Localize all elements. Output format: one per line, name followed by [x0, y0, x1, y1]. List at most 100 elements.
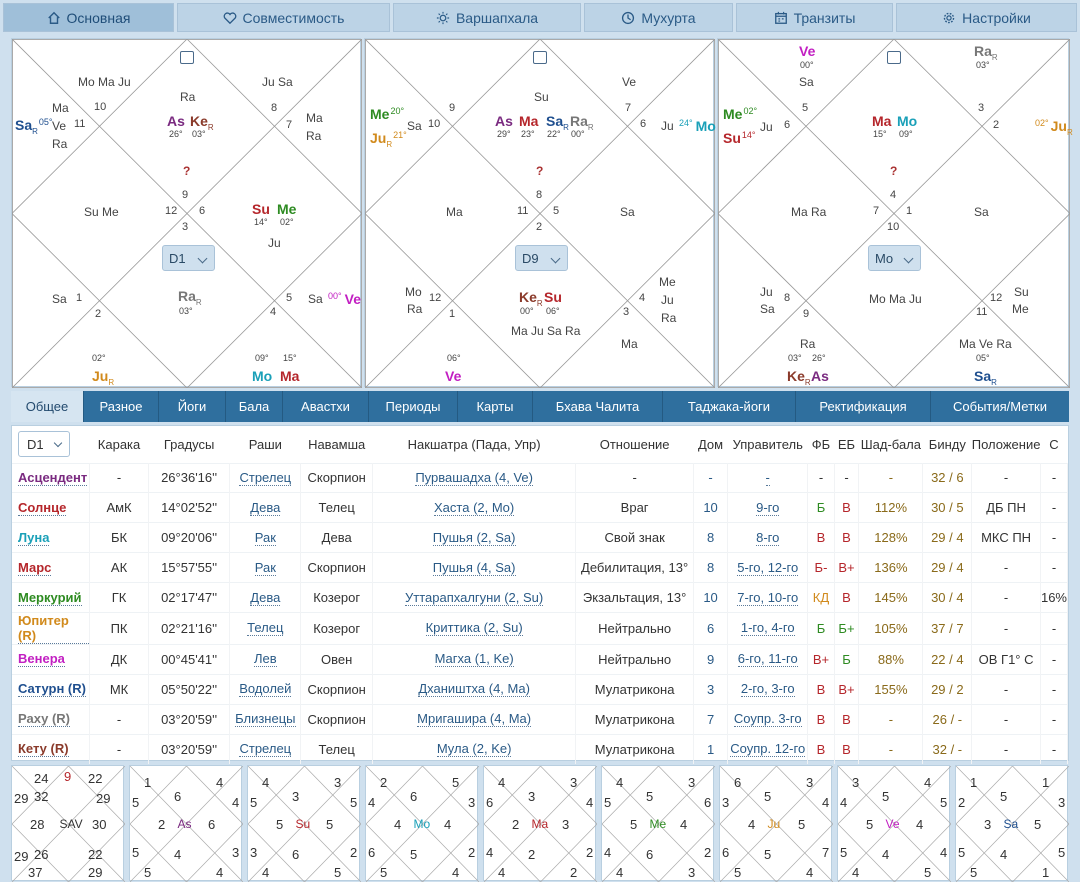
col-lord: Управитель	[732, 436, 803, 452]
table-cell: 6-го, 11-го	[727, 643, 809, 675]
cell-value[interactable]: Телец	[247, 620, 284, 637]
house-number: 4	[639, 292, 646, 304]
bindu-value: 5	[866, 817, 874, 832]
planet-degree: 14°	[741, 130, 756, 140]
cell-value: 112%	[874, 500, 908, 516]
bindu-value: 3	[984, 817, 992, 832]
cell-value[interactable]: 6-го, 11-го	[737, 651, 798, 668]
chart-checkbox[interactable]	[180, 51, 194, 64]
planet-as: As	[495, 114, 513, 128]
tab-misc[interactable]: Разное	[84, 391, 159, 422]
cell-value[interactable]: Уттарапхалгуни (2, Su)	[405, 589, 544, 606]
chart-d9: 9 10 7 6 11 5 8 2 12 1 4 3 Su Sa Ve Ju M…	[364, 38, 716, 388]
table-cell: В	[807, 703, 835, 735]
planet-name[interactable]: Марс	[18, 559, 52, 576]
tab-compatibility[interactable]: Совместимость	[177, 3, 390, 32]
tab-main[interactable]: Основная	[3, 3, 174, 32]
cell-value[interactable]: 1-го, 4-го	[740, 620, 795, 637]
tab-yogas[interactable]: Йоги	[159, 391, 226, 422]
house-number: 10	[887, 221, 900, 233]
house-number: 2	[95, 308, 102, 320]
bindu-value: 29	[14, 791, 29, 806]
cell-value: 15°57'55''	[161, 560, 218, 576]
tab-bhava-chalita[interactable]: Бхава Чалита	[533, 391, 663, 422]
house-number: 11	[517, 205, 529, 217]
bindu-value: 4	[368, 795, 376, 810]
cell-value[interactable]: Дхаништха (4, Ma)	[418, 681, 530, 698]
cell-value[interactable]: Пушья (2, Sa)	[432, 529, 516, 546]
bindu-value: 5	[764, 847, 772, 862]
tab-rectification[interactable]: Ректификация	[796, 391, 931, 422]
planet-name[interactable]: Венера	[18, 651, 65, 668]
cell-value[interactable]: Стрелец	[239, 469, 292, 486]
cell-value: -	[1051, 470, 1057, 486]
cell-value: 22 / 4	[931, 651, 964, 667]
planet-name[interactable]: Раху (R)	[18, 711, 71, 728]
cell-value[interactable]: Криттика (2, Su)	[425, 620, 523, 637]
cell-value[interactable]: Рак	[254, 559, 276, 576]
cell-value[interactable]: Соупр. 3-го	[733, 711, 802, 728]
cell-value[interactable]: Дева	[250, 589, 281, 606]
cell-value[interactable]: Соупр. 12-го	[730, 741, 806, 758]
planet-name[interactable]: Солнце	[18, 499, 67, 516]
tab-transits[interactable]: Транзиты	[736, 3, 893, 32]
cell-value[interactable]: 2-го, 3-го	[740, 681, 795, 698]
planet-name[interactable]: Сатурн (R)	[18, 681, 86, 698]
table-cell: 9-го	[727, 492, 809, 523]
planet-name: Ma	[519, 113, 539, 129]
chart-type-select[interactable]: Mo	[868, 245, 921, 271]
tab-tajaka-yogas[interactable]: Таджака-йоги	[663, 391, 796, 422]
cell-value[interactable]: Рак	[254, 529, 276, 546]
tab-muhurta[interactable]: Мухурта	[584, 3, 733, 32]
table-cell: 02°21'16''	[148, 611, 231, 645]
planet-degree: 26°	[812, 353, 826, 363]
planet-name[interactable]: Асцендент	[18, 469, 88, 486]
cell-value[interactable]: Мригашира (4, Ma)	[417, 711, 532, 728]
planet-ma: Ma	[280, 369, 299, 383]
cell-value[interactable]: 5-го, 12-го	[737, 559, 799, 576]
tab-bala[interactable]: Бала	[226, 391, 283, 422]
table-cell: Пушья (2, Sa)	[372, 522, 577, 553]
tab-periods[interactable]: Периоды	[369, 391, 458, 422]
chart-checkbox[interactable]	[533, 51, 547, 64]
cell-value[interactable]: Хаста (2, Mo)	[434, 499, 515, 516]
cell-value[interactable]: Пушья (4, Sa)	[432, 559, 516, 576]
tab-charts[interactable]: Карты	[458, 391, 533, 422]
cell-value: 00°45'41''	[161, 651, 218, 667]
cell-value: -	[1003, 470, 1009, 486]
tab-settings[interactable]: Настройки	[896, 3, 1077, 32]
bindu-value: 2	[704, 845, 712, 860]
bindu-value: 5	[350, 795, 358, 810]
cell-value[interactable]: Пурвашадха (4, Ve)	[415, 469, 533, 486]
cell-value[interactable]: -	[765, 469, 770, 486]
table-cell: АК	[89, 552, 149, 583]
bindu-value: 4	[748, 817, 756, 832]
ashtakavarga-charts: SAV 24 9 22 29 32 29 28 30 29 26 22 37 29 As 1 4 5 6 4 2 6 5 4 3…	[11, 765, 1069, 882]
cell-value[interactable]: Дева	[250, 499, 281, 516]
chart-type-select[interactable]: D9	[515, 245, 568, 271]
house-number: 2	[993, 119, 1000, 131]
cell-value[interactable]: Водолей	[239, 681, 292, 698]
cell-value[interactable]: Лев	[253, 651, 277, 668]
planet-name[interactable]: Луна	[18, 529, 50, 546]
cell-value[interactable]: 7-го, 10-го	[737, 589, 799, 606]
planet-name[interactable]: Юпитер (R)	[18, 613, 90, 644]
tab-events[interactable]: События/Метки	[953, 399, 1047, 414]
mini-chart-center: Ju	[767, 817, 781, 831]
cell-value[interactable]: 9-го	[756, 499, 780, 516]
bindu-value: 5	[646, 789, 654, 804]
cell-value[interactable]: Магха (1, Ke)	[434, 651, 514, 668]
planet-su: Su	[252, 202, 270, 216]
cell-value[interactable]: Мула (2, Ke)	[436, 741, 512, 758]
chart-checkbox[interactable]	[887, 51, 901, 64]
cell-value[interactable]: Близнецы	[235, 711, 296, 728]
planet-name[interactable]: Кету (R)	[18, 741, 69, 758]
tab-general[interactable]: Общее	[11, 391, 84, 422]
cell-value[interactable]: 8-го	[756, 529, 780, 546]
chart-type-select[interactable]: D1	[162, 245, 215, 271]
tab-varshaphala[interactable]: Варшапхала	[393, 3, 581, 32]
tab-avasthi[interactable]: Авастхи	[283, 391, 369, 422]
cell-value[interactable]: Стрелец	[239, 741, 292, 758]
table-chart-select[interactable]: D1	[18, 431, 70, 458]
planet-name[interactable]: Меркурий	[18, 589, 82, 606]
